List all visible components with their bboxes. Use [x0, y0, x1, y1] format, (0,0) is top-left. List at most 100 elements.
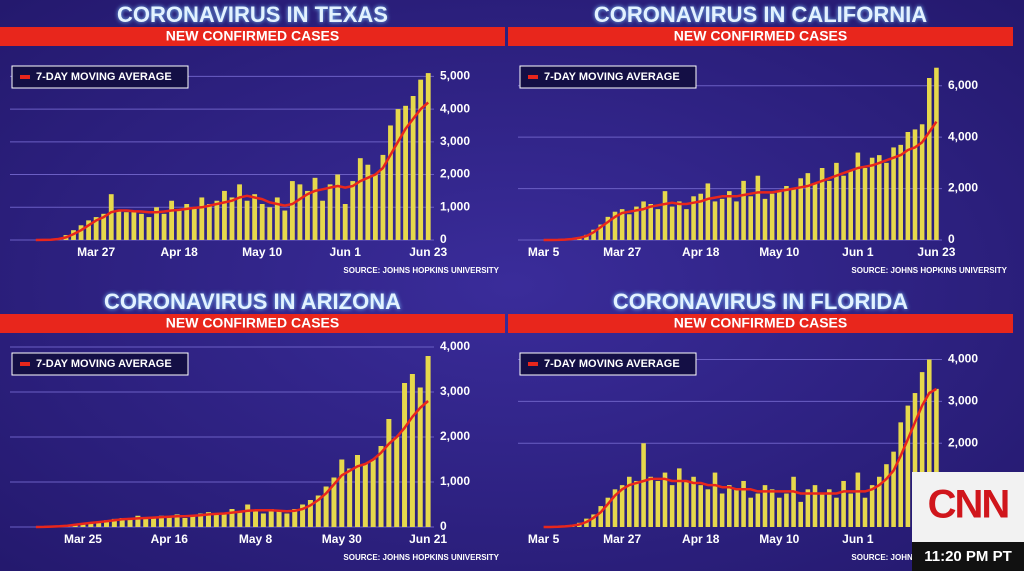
bar	[662, 191, 668, 240]
logo: CNN	[928, 483, 1009, 527]
bar	[762, 198, 768, 240]
bar	[834, 162, 839, 240]
bar	[705, 489, 711, 527]
bar	[591, 514, 596, 527]
bar	[253, 509, 259, 527]
bar	[327, 184, 333, 240]
bar	[417, 387, 423, 527]
y-tick-label: 2,000	[440, 167, 470, 181]
bar	[206, 204, 212, 240]
y-tick-label: 2,000	[948, 435, 978, 449]
chart-subtitle: NEW CONFIRMED CASES	[674, 315, 847, 331]
bar	[104, 520, 110, 527]
bar	[655, 480, 661, 527]
bar	[791, 476, 796, 527]
bar	[727, 485, 732, 527]
y-tick-label: 3,000	[948, 394, 978, 408]
bar	[734, 489, 739, 527]
x-tick-label: Jun 1	[330, 245, 362, 259]
bar	[410, 96, 416, 240]
bar	[727, 191, 732, 240]
bar	[698, 485, 703, 527]
moving-average-line	[35, 400, 429, 529]
bar	[88, 522, 94, 527]
bar	[719, 493, 725, 527]
x-tick-label: May 10	[242, 245, 282, 259]
bar	[741, 180, 746, 240]
bar	[252, 194, 258, 240]
bar	[403, 105, 408, 241]
bar	[798, 178, 803, 240]
bar	[190, 515, 196, 527]
bar	[284, 513, 290, 527]
bar	[827, 489, 832, 527]
bar	[791, 188, 796, 240]
legend-box	[519, 65, 697, 89]
bar	[78, 225, 84, 240]
bar	[748, 497, 753, 527]
bar	[274, 197, 280, 240]
bar	[641, 443, 646, 527]
bar	[855, 152, 861, 240]
bar	[812, 485, 818, 527]
bar	[213, 514, 219, 527]
bar	[418, 79, 424, 241]
bar	[891, 147, 896, 240]
x-tick-label: Mar 5	[528, 532, 560, 546]
bar	[184, 204, 190, 240]
bar	[598, 506, 603, 527]
subtitle-bar	[0, 27, 505, 46]
bar	[755, 493, 761, 527]
bar	[684, 209, 689, 240]
y-tick-label: 4,000	[440, 101, 470, 115]
y-tick-label: 0	[440, 232, 447, 246]
bar	[198, 513, 204, 527]
logo-box	[912, 472, 1024, 542]
bar	[784, 493, 789, 527]
y-tick-label: 6,000	[948, 78, 978, 92]
bar	[388, 125, 393, 240]
bar	[425, 356, 431, 527]
bar	[819, 493, 825, 527]
bar	[627, 214, 632, 240]
moving-average-line	[543, 120, 938, 242]
bar	[812, 183, 818, 240]
x-tick-label: May 10	[759, 245, 799, 259]
bar	[297, 184, 303, 240]
bar	[841, 480, 846, 527]
x-tick-label: Apr 18	[682, 532, 720, 546]
bar	[146, 217, 152, 240]
y-tick-label: 4,000	[440, 339, 470, 353]
bar	[584, 234, 589, 240]
bar	[612, 489, 618, 527]
y-tick-label: 4,000	[948, 129, 978, 143]
bar	[669, 485, 675, 527]
bar	[237, 511, 243, 527]
bar	[151, 518, 157, 527]
bar	[305, 190, 310, 240]
bar	[912, 393, 918, 527]
bar	[307, 500, 313, 527]
bar	[784, 186, 789, 240]
bar	[237, 184, 242, 240]
cnn-badge: CNN 11:20 PM PT	[912, 472, 1024, 571]
bar	[127, 518, 133, 527]
bar	[335, 174, 341, 240]
bar	[245, 504, 251, 527]
bar	[289, 181, 295, 240]
bar	[898, 144, 903, 240]
bar	[734, 201, 739, 240]
bar	[855, 472, 861, 527]
x-tick-label: Jun 23	[917, 245, 955, 259]
legend-box	[11, 65, 189, 89]
bar	[182, 518, 188, 527]
bar	[591, 229, 596, 240]
x-tick-label: May 30	[322, 532, 362, 546]
legend-label: 7-DAY MOVING AVERAGE	[544, 358, 680, 370]
bar	[320, 200, 325, 240]
bar	[365, 164, 371, 240]
x-tick-label: Jun 23	[409, 245, 447, 259]
